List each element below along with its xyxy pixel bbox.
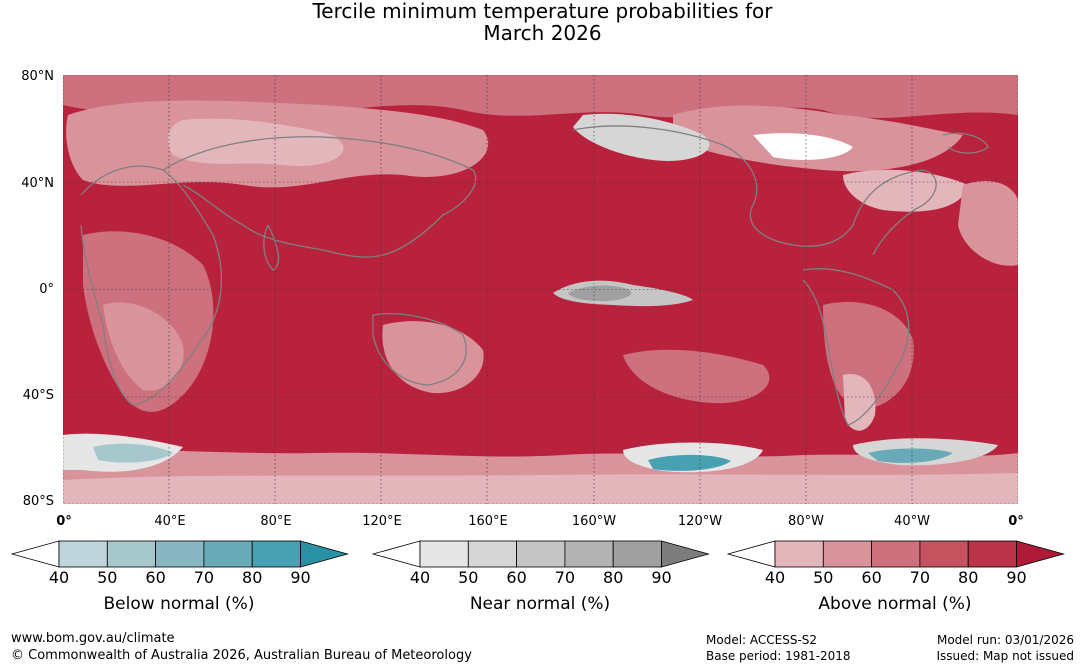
legend-caption-below-normal: Below normal (%) [103, 594, 255, 614]
colorbar-extend-high [300, 540, 349, 568]
colorbar-extend-low [727, 540, 776, 568]
lat-label-equator: 0° [39, 282, 54, 297]
lon-label-160e: 160°E [468, 514, 508, 529]
colorbar-segment [251, 540, 301, 568]
lon-label-0-right: 0° [1008, 514, 1024, 529]
legend-tick-label: 80 [242, 568, 263, 587]
footer-copyright: © Commonwealth of Australia 2026, Austra… [11, 648, 472, 663]
footer-issued: Issued: Map not issued [936, 649, 1074, 663]
colorbar-segment [419, 540, 469, 568]
legend-caption-above-normal: Above normal (%) [818, 594, 972, 614]
legend-tick-label: 90 [290, 568, 311, 587]
eurasia-center-region [167, 118, 344, 166]
lat-label-80n: 80°N [21, 69, 54, 84]
south-pacific-region [623, 349, 770, 404]
colorbar-segment [106, 540, 157, 568]
antarctica-pink [63, 473, 1018, 504]
colorbar-near-normal [372, 540, 710, 568]
colorbar-extend-high [1016, 540, 1065, 568]
legend-caption-near-normal: Near normal (%) [469, 594, 611, 614]
antarctic-below-normal-pacific [648, 454, 731, 471]
canada-white-region [753, 133, 853, 160]
colorbar-segment [516, 540, 566, 568]
antarctic-below-normal-west [93, 443, 173, 463]
legend-tick-label: 80 [958, 568, 979, 587]
legend-tick-label: 50 [813, 568, 834, 587]
colorbar-segment [155, 540, 205, 568]
legend-tick-label: 90 [1006, 568, 1027, 587]
legend-tick-label: 60 [145, 568, 166, 587]
map-title-line2: March 2026 [483, 21, 602, 45]
colorbar-segment [58, 540, 108, 568]
patagonia-region [843, 374, 876, 431]
coastlines [80, 125, 989, 426]
legend-tick-label: 50 [458, 568, 479, 587]
probability-map [63, 75, 1018, 504]
lat-label-40n: 40°N [21, 176, 54, 191]
colorbar-extend-low [372, 540, 421, 568]
footer-base-period: Base period: 1981-2018 [706, 649, 851, 663]
lon-label-0-left: 0° [56, 514, 72, 529]
lon-label-160w: 160°W [571, 514, 617, 529]
colorbar-extend-high [661, 540, 710, 568]
north-america-east-region [843, 169, 968, 212]
legend-tick-label: 40 [48, 568, 70, 587]
lon-label-80e: 80°E [260, 514, 292, 529]
australia-region [382, 321, 484, 394]
lon-label-40w: 40°W [894, 514, 930, 529]
legend-tick-label: 60 [506, 568, 527, 587]
lon-label-120w: 120°W [677, 514, 723, 529]
legend-below-normal [11, 539, 349, 569]
colorbar-below-normal [11, 540, 349, 568]
colorbar-segment [564, 540, 614, 568]
colorbar-segment [203, 540, 253, 568]
legend-tick-label: 40 [764, 568, 786, 587]
map-title-line1: Tercile minimum temperature probabilitie… [312, 0, 773, 23]
colorbar-segment [467, 540, 518, 568]
colorbar-segment [774, 540, 824, 568]
lon-label-40e: 40°E [154, 514, 186, 529]
north-atlantic-region [958, 180, 1018, 266]
legend-tick-label: 60 [861, 568, 882, 587]
colorbar-segment [967, 540, 1017, 568]
colorbar-above-normal [727, 540, 1065, 568]
legend-tick-label: 40 [409, 568, 431, 587]
legend-near-normal [372, 539, 710, 569]
legend-tick-label: 70 [193, 568, 215, 587]
legend-tick-label: 90 [651, 568, 672, 587]
footer-model: Model: ACCESS-S2 [706, 633, 818, 647]
colorbar-segment [612, 540, 662, 568]
footer-model-run: Model run: 03/01/2026 [936, 633, 1074, 647]
legend-tick-label: 50 [97, 568, 118, 587]
legend-tick-label: 80 [603, 568, 624, 587]
colorbar-segment [919, 540, 969, 568]
lat-label-40s: 40°S [22, 388, 54, 403]
legend-tick-label: 70 [554, 568, 576, 587]
footer-website: www.bom.gov.au/climate [11, 631, 175, 646]
lat-label-80s: 80°S [22, 494, 54, 509]
colorbar-segment [871, 540, 921, 568]
colorbar-segment [822, 540, 873, 568]
lon-label-120e: 120°E [362, 514, 402, 529]
legend-above-normal [727, 539, 1065, 569]
lon-label-80w: 80°W [788, 514, 824, 529]
colorbar-extend-low [11, 540, 60, 568]
africa-south-region [103, 302, 184, 391]
antarctic-below-normal-atlantic [868, 448, 953, 463]
graticule [63, 75, 1018, 504]
legend-tick-label: 70 [909, 568, 931, 587]
